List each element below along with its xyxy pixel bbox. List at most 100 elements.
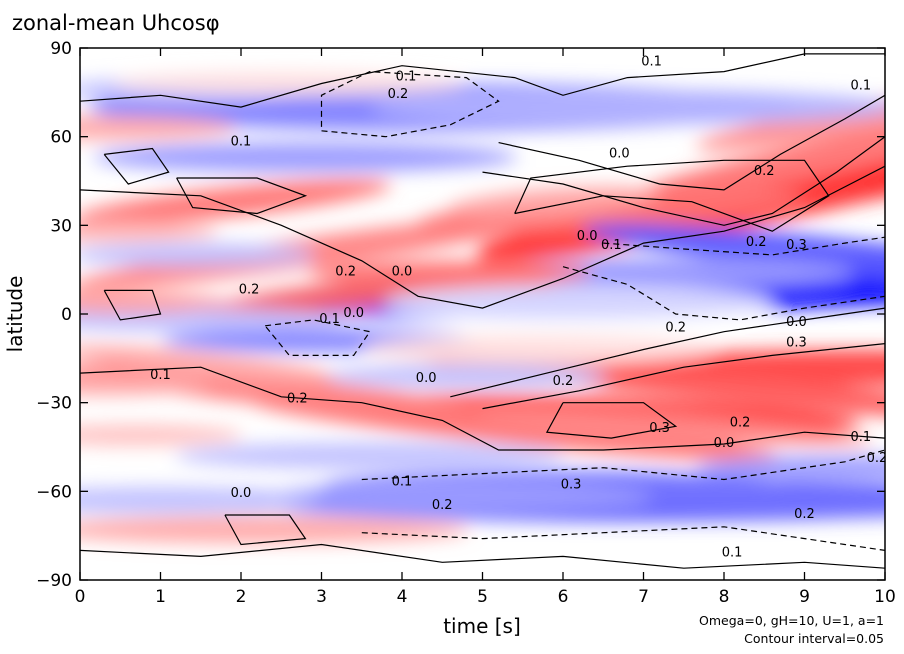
contour-label: 0.2 [730,415,751,430]
positive-contour [450,307,885,398]
field-cell [80,291,227,313]
positive-contour [80,53,885,108]
contour-interval-note: Contour interval=0.05 [744,631,884,646]
y-tick-label: −60 [36,482,72,502]
field-cell [112,71,467,96]
contour-label: 0.0 [786,315,807,330]
contour-label: 0.1 [150,368,171,383]
contour-label: 0.1 [601,238,622,253]
field-cell [361,334,716,365]
contour-label: 0.2 [754,164,775,179]
contour-label: 0.0 [231,486,252,501]
contour-label: 0.0 [416,371,437,386]
contour-label: 0.2 [239,282,260,297]
field-cell [448,186,661,217]
field-cell [80,214,559,290]
contour-label: 0.0 [609,146,630,161]
negative-contour [264,319,371,356]
contour-label: 0.0 [577,229,598,244]
x-tick-label: 10 [874,587,896,607]
contour-label: 0.1 [641,55,662,70]
field-cell [80,345,342,384]
field-cell [384,284,774,320]
x-tick-label: 6 [558,587,569,607]
contour-label: 0.2 [432,498,453,513]
x-tick-label: 1 [155,587,166,607]
field-cell [263,482,654,513]
positive-contour [176,177,308,215]
x-tick-label: 2 [236,587,247,607]
x-tick-label: 5 [477,587,488,607]
y-tick-label: 60 [50,128,72,148]
field-cell [447,407,872,446]
positive-contour [545,402,678,439]
negative-contour [562,266,885,321]
contour-label: 0.2 [287,392,308,407]
field-cell [695,455,885,480]
contour-label: 0.3 [786,336,807,351]
positive-contour [482,136,885,226]
positive-contour [103,289,162,321]
contour-label: 0.3 [649,421,670,436]
field-cell [369,89,885,125]
x-tick-label: 7 [638,587,649,607]
contour-label: 0.2 [388,87,409,102]
plot-area: 0.10.10.20.10.10.00.20.00.1 0.2 0.30.2 0.00… [80,48,888,580]
chart-title: zonal-mean Uhcosφ [12,11,220,35]
y-tick-label: −90 [36,571,72,591]
field-cell [80,220,219,242]
contour-label: 0.2 [867,451,888,466]
field-cell [174,442,565,470]
contour-label: 0.0 [343,306,364,321]
x-tick-label: 0 [75,587,86,607]
field-cell [621,116,885,205]
negative-contour [603,236,885,256]
x-tick-label: 8 [719,587,730,607]
contour-label: 0.2 [335,265,356,280]
contour-label: 0.3 [561,477,582,492]
contour-label: 0.1 [851,430,872,445]
y-tick-label: 0 [61,305,72,325]
contour-label: 0.2 [746,235,767,250]
x-tick-label: 9 [799,587,810,607]
field-cell [473,181,885,264]
x-axis-label: time [s] [443,614,521,638]
field-cell [80,516,470,544]
field-cell [80,486,320,514]
positive-contour [80,366,885,451]
y-tick-label: −30 [36,394,72,414]
negative-contour [320,70,500,138]
contour-label: 0.0 [392,265,413,280]
contour-label: 0.1 [319,312,340,327]
negative-contour [361,449,885,481]
contour-label: 0.3 [786,238,807,253]
field-cell [308,260,592,285]
field-cell [92,142,518,173]
contour-label: 0.2 [553,374,574,389]
contour-label: 0.2 [794,507,815,522]
field-cell [582,223,885,287]
parameter-note: Omega=0, gH=10, U=1, a=1 [699,613,884,628]
x-tick-label: 4 [397,587,408,607]
positive-contour [514,159,830,232]
y-tick-label: 90 [50,39,72,59]
field-cell [80,374,211,396]
contour-label: 0.2 [665,321,686,336]
contour-label: 0.1 [396,70,417,85]
contour-label: 0.1 [851,78,872,93]
field-cell [80,308,344,332]
positive-contour [498,94,885,191]
y-tick-label: 30 [50,216,72,236]
field-cell [80,179,392,224]
positive-contour [224,514,307,546]
y-axis-label: latitude [3,276,27,353]
field-cell [80,243,317,267]
negative-contour [361,526,885,551]
positive-contour [103,147,170,185]
field-cell [324,364,609,388]
contour-label: 0.1 [231,135,252,150]
x-tick-label: 3 [316,587,327,607]
contour-label: 0.1 [392,474,413,489]
positive-contour [80,543,885,569]
